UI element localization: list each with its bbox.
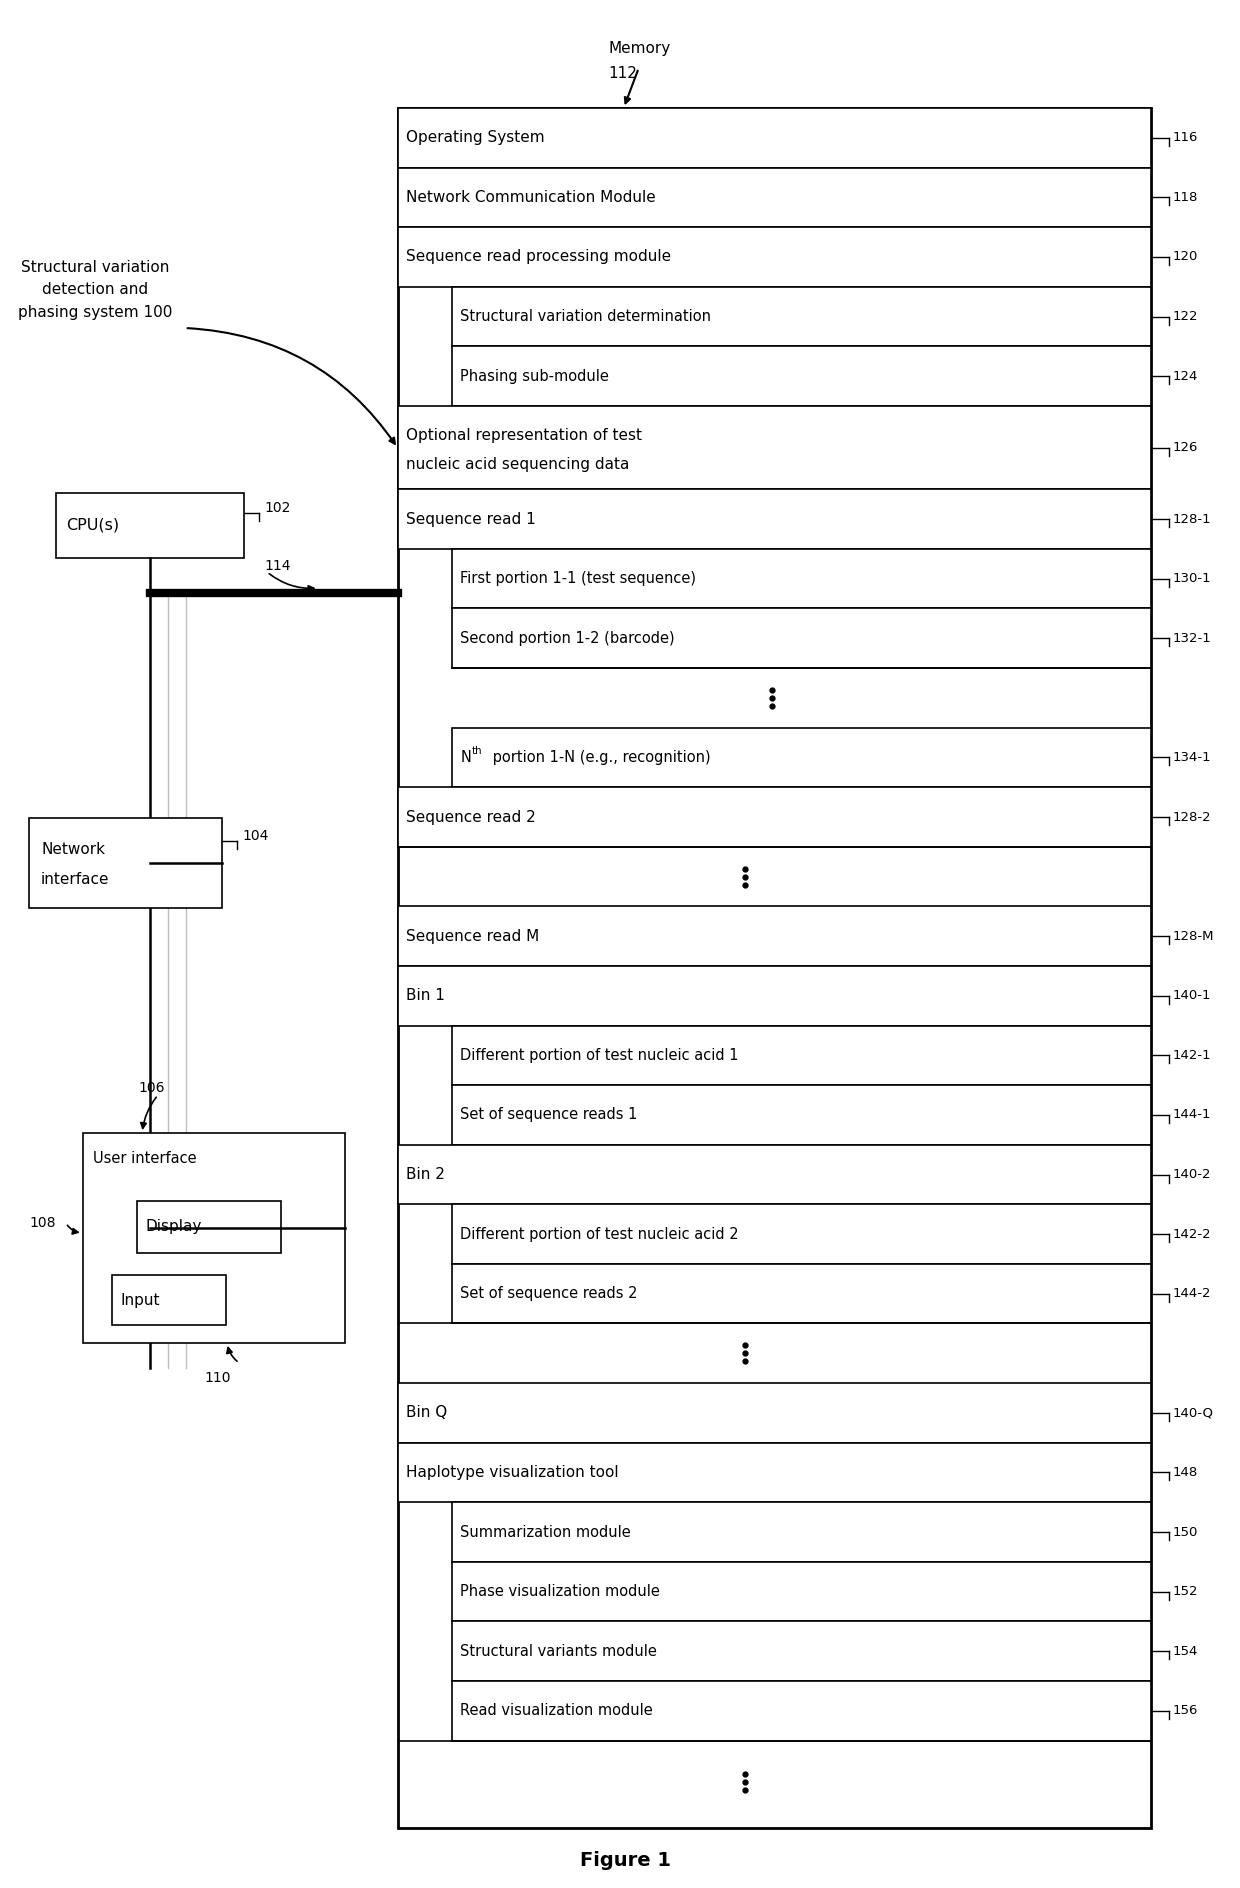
Text: Different portion of test nucleic acid 2: Different portion of test nucleic acid 2 (460, 1227, 739, 1242)
Text: 144-1: 144-1 (1173, 1108, 1211, 1121)
Bar (398, 227, 1151, 287)
Text: 154: 154 (1173, 1644, 1198, 1658)
Text: Sequence read M: Sequence read M (405, 929, 539, 944)
Text: 104: 104 (242, 829, 269, 842)
Text: Bin 1: Bin 1 (405, 987, 445, 1003)
Text: 142-2: 142-2 (1173, 1227, 1211, 1240)
Bar (138, 1201, 280, 1254)
Text: First portion 1-1 (test sequence): First portion 1-1 (test sequence) (460, 572, 696, 585)
Bar (453, 727, 1151, 787)
Bar (398, 489, 1151, 549)
Text: Sequence read 1: Sequence read 1 (405, 512, 536, 527)
Text: 110: 110 (205, 1371, 231, 1386)
Bar (398, 108, 1151, 168)
Text: 114: 114 (264, 559, 290, 572)
Text: Structural variants module: Structural variants module (460, 1644, 657, 1660)
Text: 112: 112 (609, 66, 637, 81)
Text: Network: Network (41, 842, 105, 857)
Text: Phase visualization module: Phase visualization module (460, 1584, 660, 1599)
Text: 144-2: 144-2 (1173, 1288, 1211, 1301)
Bar (398, 168, 1151, 227)
Text: 122: 122 (1173, 310, 1198, 323)
Bar (398, 108, 1151, 1828)
Text: Set of sequence reads 1: Set of sequence reads 1 (460, 1108, 637, 1123)
Text: Summarization module: Summarization module (460, 1524, 631, 1539)
Text: 102: 102 (264, 500, 290, 515)
Text: Set of sequence reads 2: Set of sequence reads 2 (460, 1286, 637, 1301)
Text: 140-1: 140-1 (1173, 989, 1211, 1003)
Text: detection and: detection and (42, 283, 149, 298)
Bar (453, 287, 1151, 346)
Bar (453, 346, 1151, 406)
Text: CPU(s): CPU(s) (66, 517, 119, 532)
Text: 128-2: 128-2 (1173, 810, 1211, 823)
Bar (453, 608, 1151, 668)
Text: Figure 1: Figure 1 (580, 1850, 671, 1869)
Text: nucleic acid sequencing data: nucleic acid sequencing data (405, 457, 629, 472)
Text: 132-1: 132-1 (1173, 632, 1211, 646)
Bar (398, 1144, 1151, 1205)
Text: 128-1: 128-1 (1173, 514, 1211, 525)
Text: Structural variation: Structural variation (21, 261, 170, 276)
Bar (398, 967, 1151, 1025)
Bar (453, 1205, 1151, 1263)
Text: Phasing sub-module: Phasing sub-module (460, 368, 609, 383)
Text: Haplotype visualization tool: Haplotype visualization tool (405, 1465, 619, 1480)
Bar (398, 787, 1151, 848)
Text: 130-1: 130-1 (1173, 572, 1211, 585)
Bar (453, 1503, 1151, 1561)
Text: 140-Q: 140-Q (1173, 1407, 1214, 1420)
Text: 152: 152 (1173, 1586, 1198, 1597)
Bar (398, 406, 1151, 489)
Bar (398, 1384, 1151, 1442)
Text: Network Communication Module: Network Communication Module (405, 191, 656, 206)
Text: 116: 116 (1173, 132, 1198, 143)
Bar (56, 493, 244, 559)
Bar (453, 1622, 1151, 1680)
Bar (83, 1133, 345, 1342)
Text: Sequence read processing module: Sequence read processing module (405, 249, 671, 264)
Text: Read visualization module: Read visualization module (460, 1703, 653, 1718)
Bar (453, 1680, 1151, 1741)
Bar (30, 818, 222, 908)
Bar (398, 1442, 1151, 1503)
Text: 108: 108 (30, 1216, 56, 1229)
Text: Different portion of test nucleic acid 1: Different portion of test nucleic acid 1 (460, 1048, 739, 1063)
Text: 150: 150 (1173, 1526, 1198, 1539)
Bar (398, 906, 1151, 967)
Text: Operating System: Operating System (405, 130, 544, 145)
Bar (113, 1274, 227, 1325)
Text: 106: 106 (138, 1082, 165, 1095)
Text: 148: 148 (1173, 1465, 1198, 1478)
Text: Structural variation determination: Structural variation determination (460, 310, 712, 325)
Text: 128-M: 128-M (1173, 929, 1214, 942)
Text: 140-2: 140-2 (1173, 1169, 1211, 1182)
Text: interface: interface (41, 872, 109, 887)
Text: 124: 124 (1173, 370, 1198, 383)
Text: 134-1: 134-1 (1173, 751, 1211, 765)
Bar (453, 1561, 1151, 1622)
Bar (453, 1263, 1151, 1323)
Text: Optional representation of test: Optional representation of test (405, 427, 641, 442)
Bar (453, 549, 1151, 608)
Text: Bin Q: Bin Q (405, 1405, 446, 1420)
Text: Second portion 1-2 (barcode): Second portion 1-2 (barcode) (460, 631, 675, 646)
Text: 126: 126 (1173, 442, 1198, 455)
Bar (453, 1025, 1151, 1086)
Text: Input: Input (120, 1293, 160, 1308)
Text: N: N (460, 750, 471, 765)
Text: Bin 2: Bin 2 (405, 1167, 445, 1182)
Text: th: th (472, 746, 482, 757)
Text: 120: 120 (1173, 251, 1198, 264)
Text: phasing system 100: phasing system 100 (19, 304, 172, 319)
Text: 142-1: 142-1 (1173, 1050, 1211, 1061)
Text: 118: 118 (1173, 191, 1198, 204)
Text: Sequence read 2: Sequence read 2 (405, 810, 536, 825)
Text: 156: 156 (1173, 1705, 1198, 1718)
Text: Display: Display (145, 1220, 201, 1235)
Text: Memory: Memory (609, 40, 671, 55)
Text: portion 1-N (e.g., recognition): portion 1-N (e.g., recognition) (487, 750, 711, 765)
Text: User interface: User interface (93, 1152, 196, 1167)
Bar (453, 1086, 1151, 1144)
